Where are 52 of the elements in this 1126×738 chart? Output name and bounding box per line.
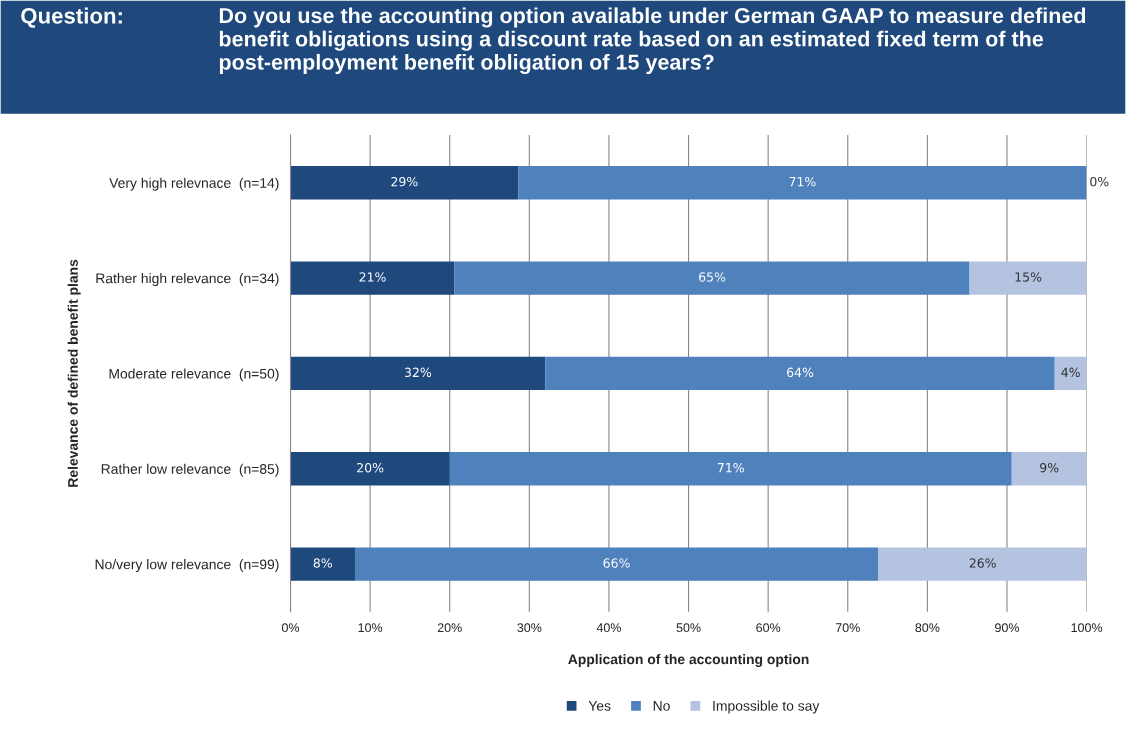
data-label: 4%	[1061, 367, 1080, 378]
data-label: 9%	[1040, 462, 1059, 473]
data-label: 15%	[1015, 272, 1042, 282]
bar	[290, 452, 450, 486]
data-label: 29%	[391, 176, 418, 187]
y-tick-label: Very high relevnace (n=14)	[109, 177, 279, 191]
x-tick-label: 10%	[358, 623, 383, 633]
data-label: 71%	[717, 462, 744, 473]
x-tick-label: 30%	[517, 623, 542, 633]
legend-label: Yes	[588, 701, 611, 711]
x-tick-label: 90%	[995, 623, 1020, 633]
y-tick-label: Rather high relevance (n=34)	[96, 273, 279, 286]
bar	[290, 547, 355, 581]
data-label: 8%	[313, 558, 332, 568]
bar	[969, 261, 1087, 295]
data-label: 0%	[1090, 176, 1109, 187]
bar	[449, 452, 1012, 486]
bar	[1054, 356, 1087, 391]
y-tick-label: Rather low relevance (n=85)	[101, 463, 279, 477]
bar	[545, 356, 1055, 391]
y-tick-label: No/very low relevance (n=99)	[95, 559, 279, 573]
bar	[354, 547, 879, 581]
y-tick-label: Moderate relevance (n=50)	[109, 368, 279, 382]
legend-label: Impossible to say	[713, 700, 820, 714]
data-label: 21%	[359, 272, 386, 282]
data-label: 32%	[404, 367, 432, 378]
bar	[290, 166, 519, 200]
x-tick-label: 20%	[437, 623, 462, 633]
x-tick-label: 50%	[676, 623, 701, 633]
bar	[518, 166, 1087, 200]
bar	[878, 547, 1087, 581]
x-tick-label: 70%	[835, 623, 860, 633]
x-tick-label: 60%	[756, 623, 781, 633]
bar	[454, 261, 970, 295]
data-label: 20%	[357, 462, 384, 473]
y-axis-title: Relevance of defined benefit plans	[67, 259, 81, 487]
x-tick-label: 40%	[596, 623, 622, 633]
bar	[1011, 452, 1087, 486]
x-tick-label: 100%	[1071, 623, 1103, 633]
data-label: 26%	[969, 558, 996, 568]
data-label: 64%	[786, 367, 814, 378]
data-label: 66%	[603, 558, 630, 568]
x-axis-title: Application of the accounting option	[568, 654, 809, 668]
legend-label: No	[653, 701, 670, 711]
text: Question:	[21, 7, 122, 28]
data-label: 71%	[789, 176, 816, 187]
x-tick-label: 80%	[915, 623, 940, 633]
bar	[290, 261, 455, 295]
bar	[290, 356, 546, 391]
data-label: 65%	[699, 272, 726, 282]
x-tick-label: 0%	[281, 623, 300, 633]
chart-title: Do you use the accounting option available under German GAAP to measure defined benefit obligations using a discount rate based on an estimated fixed term of the post-employment benefit obligation of 15 years?	[219, 7, 1086, 75]
